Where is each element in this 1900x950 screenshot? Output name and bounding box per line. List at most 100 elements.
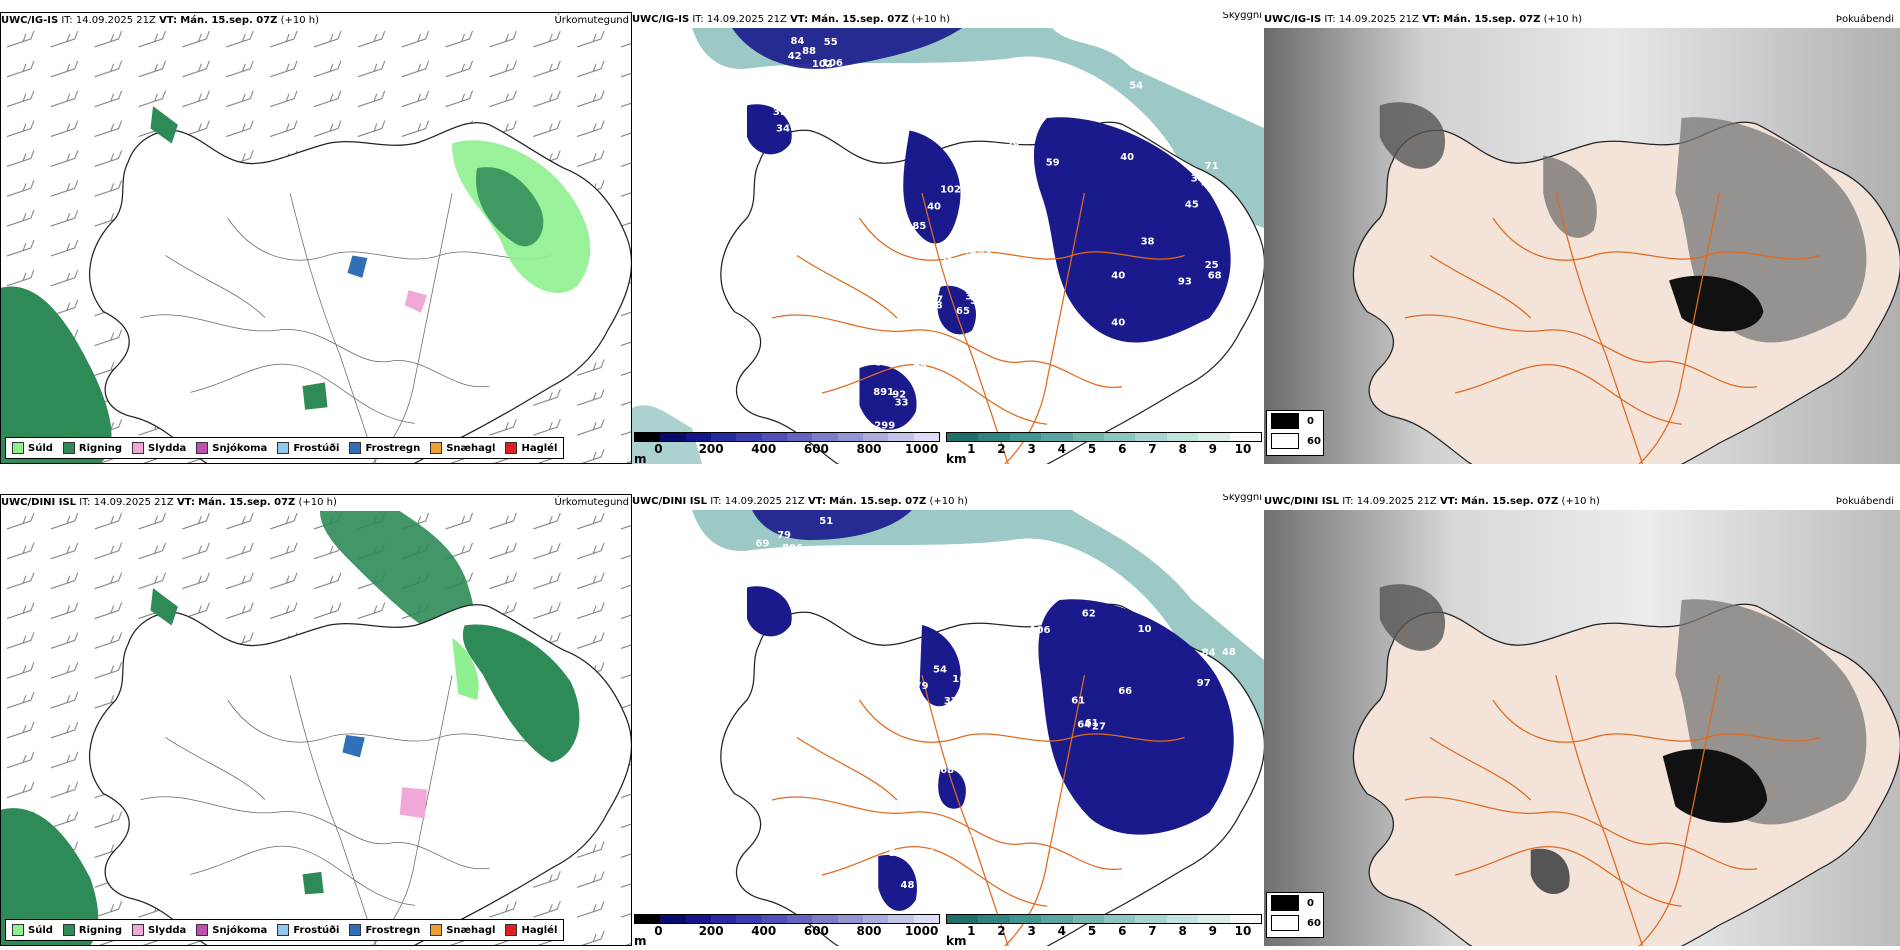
colorbar-swatch xyxy=(1166,433,1199,441)
ceiling-height-label: 25 xyxy=(1205,260,1219,271)
ceiling-height-label: 10 xyxy=(1138,624,1152,635)
ceiling-svg-row2: 1241068938683340485291513427374838616472… xyxy=(692,510,1264,946)
colorbar-swatch xyxy=(1072,915,1105,923)
colorbar-swatch xyxy=(1135,433,1167,441)
precip-map xyxy=(1,29,631,463)
panel-title: Úrkomutegund xyxy=(554,497,629,508)
colorbar-tick: 200 xyxy=(698,442,724,456)
colorbar-tick: 3 xyxy=(1027,924,1036,938)
colorbar-tick: 8 xyxy=(1178,442,1187,456)
panel-header: UWC/IG-IS IT: 14.09.2025 21Z VT: Mán. 15… xyxy=(632,12,950,28)
ceiling-height-label: 68 xyxy=(940,765,954,776)
colorbar-swatch xyxy=(1166,915,1199,923)
panel-title: Skyggni xyxy=(1222,12,1262,21)
ceiling-height-label: 891 xyxy=(873,387,894,398)
ceiling-height-label: 37 xyxy=(764,94,778,105)
ceiling-height-label: 31 xyxy=(1206,588,1220,599)
legend-item: Súld xyxy=(12,924,53,936)
valid-label: VT: xyxy=(790,14,809,25)
ceiling-height-label: 79 xyxy=(777,530,791,541)
colorbar-swatch xyxy=(710,915,737,923)
ceiling-height-label: 33 xyxy=(895,397,909,408)
colorbar-tick: 0 xyxy=(654,442,663,456)
colorbar-tick: 7 xyxy=(1148,442,1157,456)
colorbar-tick: 9 xyxy=(1208,924,1218,938)
ceiling-height-label: 48 xyxy=(901,880,915,891)
ceiling-height-label: 61 xyxy=(1085,718,1099,729)
visibility-colorbar: km 1 2 3 4 5 6 7 8 9 10 xyxy=(946,914,1262,946)
visibility-panel-row1: UWC/IG-IS IT: 14.09.2025 21Z VT: Mán. 15… xyxy=(632,12,1264,464)
colorbar-tick: 800 xyxy=(856,924,882,938)
ceiling-height-label: 40 xyxy=(1111,318,1125,329)
colorbar-swatch xyxy=(1009,433,1042,441)
colorbar-swatch xyxy=(1072,433,1105,441)
colorbar-swatch xyxy=(812,915,838,923)
valid-label: VT: xyxy=(807,496,826,507)
colorbar-tick: 200 xyxy=(698,924,724,938)
colorbar-tick: 3 xyxy=(1027,442,1036,456)
colorbar-unit: km xyxy=(946,934,967,946)
ceiling-height-label: 119 xyxy=(971,126,992,137)
valid-time: Mán. 15.sep. 07Z xyxy=(180,15,278,26)
ceiling-height-label: 62 xyxy=(1082,609,1096,620)
ceiling-height-label: 57 xyxy=(1008,696,1022,707)
colorbar-tick: 10 xyxy=(1234,442,1252,456)
ceiling-height-label: 49 xyxy=(764,569,778,580)
ceiling-height-label: 43 xyxy=(963,246,977,257)
fog-legend-min: 0 xyxy=(1307,415,1314,427)
legend-item: Frostregn xyxy=(349,442,420,454)
colorbar-swatch xyxy=(736,433,762,441)
colorbar-tick: 10 xyxy=(1234,924,1252,938)
ceiling-height-label: 61 xyxy=(1071,696,1085,707)
panel-header: UWC/IG-IS IT: 14.09.2025 21Z VT: Mán. 15… xyxy=(1,13,319,29)
fog-legend-max: 60 xyxy=(1307,435,1321,447)
colorbar-tick: 4 xyxy=(1057,442,1067,456)
ceiling-labels-row1: 1061029391299622363437453854405372393440… xyxy=(761,36,1221,447)
ceiling-height-label: 65 xyxy=(956,306,970,317)
colorbar-tick: 7 xyxy=(1148,924,1157,938)
colorbar-tick: 600 xyxy=(803,924,829,938)
colorbar-swatch xyxy=(947,915,979,923)
colorbar-swatch xyxy=(1041,915,1073,923)
ceiling-height-label: 36 xyxy=(796,103,810,114)
ceiling-height-label: 55 xyxy=(824,37,838,48)
ceiling-height-label: 84 xyxy=(1202,647,1216,658)
ceiling-height-label: 59 xyxy=(1046,157,1060,168)
ceiling-height-label: 124 xyxy=(771,550,792,561)
valid-label: VT: xyxy=(1439,496,1458,507)
colorbar-swatch xyxy=(660,915,686,923)
valid-label: VT: xyxy=(1422,14,1441,25)
ceiling-height-label: 71 xyxy=(1205,161,1219,172)
ceiling-height-label: 27 xyxy=(1092,721,1106,732)
fog-panel-row2: UWC/DINI ISL IT: 14.09.2025 21Z VT: Mán.… xyxy=(1264,494,1900,946)
legend-item: Haglél xyxy=(505,924,557,936)
ceiling-height-label: 806 xyxy=(782,543,803,554)
colorbar-tick: 600 xyxy=(803,442,829,456)
legend-item: Súld xyxy=(12,442,53,454)
legend-item: Frostúði xyxy=(277,442,339,454)
ceiling-height-label: 54 xyxy=(1052,97,1066,108)
model-name: UWC/IG-IS xyxy=(1264,14,1322,25)
colorbar-tick: 1 xyxy=(967,442,976,456)
ceiling-height-label: 34 xyxy=(1191,174,1205,185)
legend-item: Snjókoma xyxy=(196,442,267,454)
panel-title: Þokuábendi xyxy=(1835,496,1894,507)
colorbar-tick: 8 xyxy=(1178,924,1187,938)
colorbar-swatch xyxy=(888,915,914,923)
precip-map xyxy=(1,511,631,945)
model-name: UWC/DINI ISL xyxy=(632,496,708,507)
fog-map xyxy=(1264,510,1900,946)
ceiling-colorbar: m 0 200 400 600 800 1000 xyxy=(634,432,940,464)
legend-item: Rigning xyxy=(62,924,122,936)
ceiling-height-label: 34 xyxy=(1067,86,1081,97)
init-time: IT: 14.09.2025 21Z xyxy=(1342,496,1437,507)
precip-type-legend: Súld Rigning Slydda Snjókoma Frostúði Fr… xyxy=(5,919,565,941)
colorbar-swatch xyxy=(1229,915,1262,923)
ceiling-height-label: 53 xyxy=(920,404,934,415)
colorbar-swatch xyxy=(888,433,914,441)
colorbar-swatch xyxy=(913,433,939,441)
ceiling-height-label: 40 xyxy=(1111,270,1125,281)
ceiling-height-label: 33 xyxy=(830,612,844,623)
precip-type-legend: Súld Rigning Slydda Snjókoma Frostúði Fr… xyxy=(5,437,565,459)
colorbar-swatch xyxy=(635,433,661,441)
